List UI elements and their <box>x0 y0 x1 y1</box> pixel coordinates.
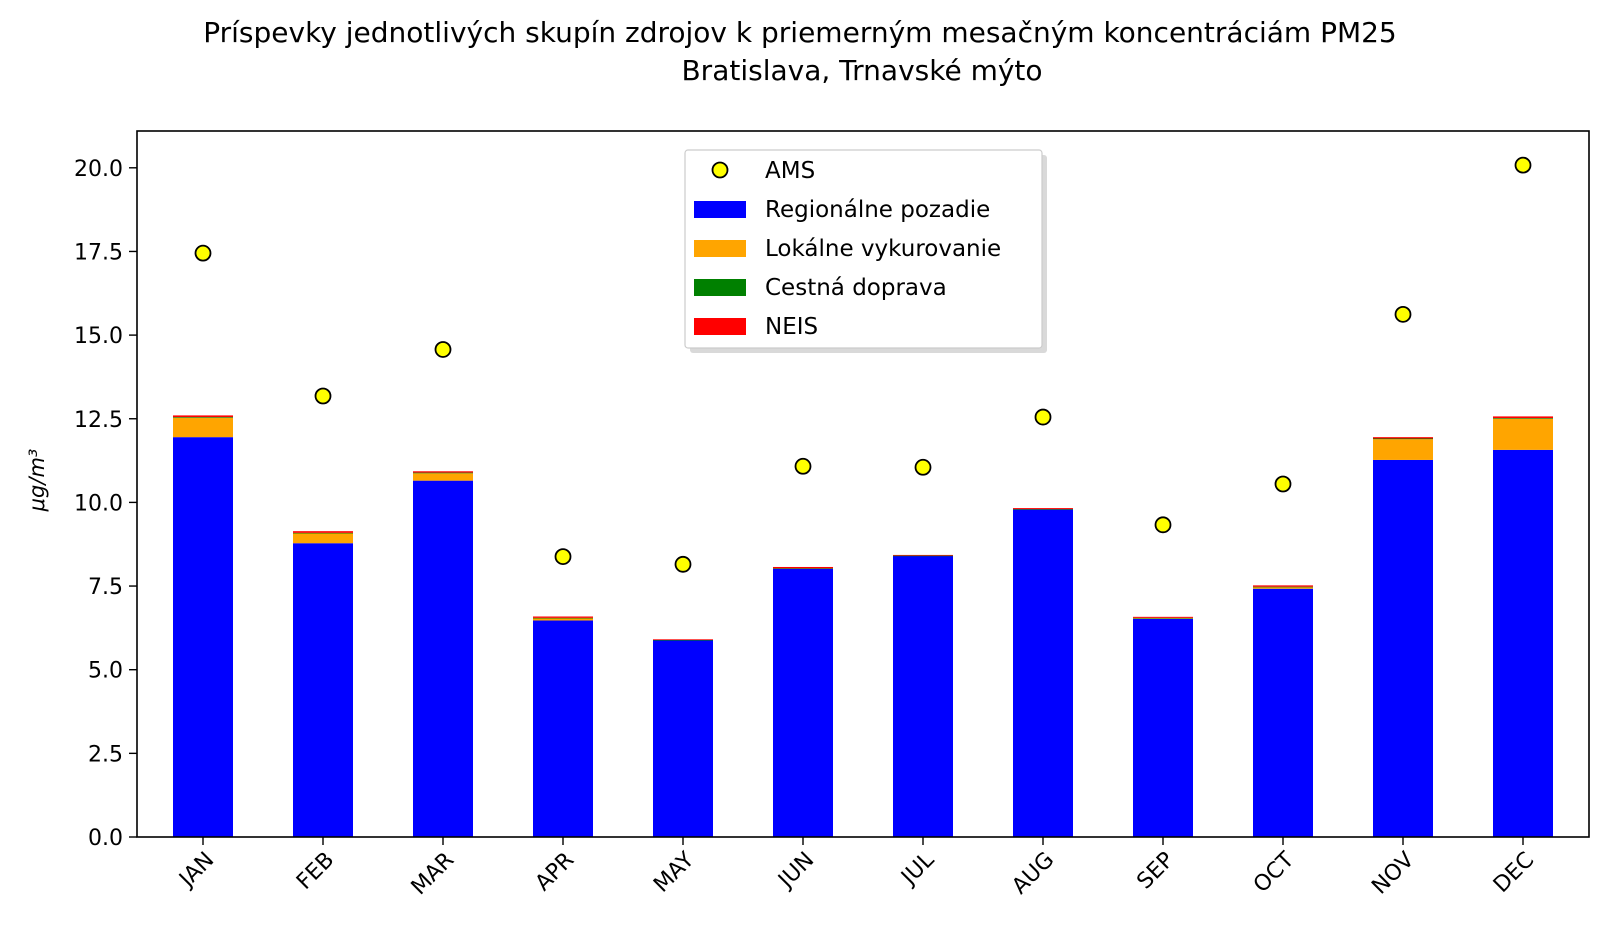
bar-may-series-2 <box>653 639 713 641</box>
bar-may-series-3 <box>653 639 713 640</box>
bar-dec-series-2 <box>1493 418 1553 419</box>
ams-point-feb <box>314 387 332 405</box>
x-axis-ticks: JAN FEB MAR APR MAY JUN JUL AUG SEP OCT NOV DEC <box>174 837 1539 901</box>
x-tick-label-may: MAY <box>649 847 699 897</box>
legend-label-ams: AMS <box>765 158 815 184</box>
bar-feb-series-0 <box>293 543 353 837</box>
legend-label-3: NEIS <box>765 314 818 340</box>
bar-jun-series-3 <box>773 566 833 569</box>
bar-jul-series-3 <box>893 554 953 556</box>
ams-points-group <box>194 156 1532 573</box>
bar-oct-series-1 <box>1253 587 1313 589</box>
ams-point-mar <box>434 341 452 358</box>
x-tick-label-jan: JAN <box>174 848 220 894</box>
x-tick-label-feb: FEB <box>292 848 339 895</box>
x-tick-label-apr: APR <box>531 848 580 897</box>
bar-oct-series-0 <box>1253 588 1313 837</box>
x-tick-label-sep: SEP <box>1132 848 1179 895</box>
ams-point-jun <box>794 457 812 475</box>
bar-mar-series-1 <box>413 473 473 481</box>
bar-apr-series-2 <box>533 617 593 619</box>
ams-point-jul <box>914 458 932 476</box>
legend-label-1: Lokálne vykurovanie <box>765 236 1001 262</box>
bar-dec-series-0 <box>1493 449 1553 837</box>
x-tick-label-nov: NOV <box>1367 848 1419 900</box>
y-axis-label: μg/m³ <box>25 449 49 513</box>
y-tick-label: 5.0 <box>88 659 123 684</box>
bar-feb-series-3 <box>293 531 353 533</box>
bar-dec-series-1 <box>1493 418 1553 450</box>
bars-group <box>173 415 1553 837</box>
bar-nov-series-2 <box>1373 438 1433 440</box>
bar-jan-series-0 <box>173 437 233 837</box>
bar-jun-series-0 <box>773 568 833 837</box>
y-tick-label: 10.0 <box>74 491 123 516</box>
bar-nov-series-1 <box>1373 439 1433 460</box>
y-tick-label: 20.0 <box>74 157 123 182</box>
x-tick-label-aug: AUG <box>1007 848 1059 900</box>
bar-feb-series-2 <box>293 532 353 534</box>
chart-title: Príspevky jednotlivých skupín zdrojov k … <box>203 16 1397 49</box>
plot-area-frame <box>136 130 1590 838</box>
bar-nov-series-3 <box>1373 437 1433 439</box>
legend: AMS Regionálne pozadie Lokálne vykurovanie… <box>684 149 1047 353</box>
x-tick-label-dec: DEC <box>1489 848 1539 898</box>
bar-aug-series-2 <box>1013 509 1073 510</box>
bar-mar-series-3 <box>413 471 473 473</box>
bar-nov-series-0 <box>1373 459 1433 837</box>
bar-jul-series-2 <box>893 555 953 557</box>
legend-label-0: Regionálne pozadie <box>765 197 990 223</box>
bar-dec-series-3 <box>1493 416 1553 419</box>
y-tick-label: 0.0 <box>88 826 123 851</box>
ams-point-aug <box>1034 408 1052 426</box>
y-tick-label: 17.5 <box>74 240 123 265</box>
ams-point-nov <box>1394 305 1412 323</box>
legend-label-2: Cestná doprava <box>765 275 947 301</box>
bar-apr-series-0 <box>533 620 593 837</box>
bar-oct-series-3 <box>1253 585 1313 587</box>
bar-oct-series-2 <box>1253 586 1313 588</box>
x-tick-label-jun: JUN <box>773 848 820 895</box>
bar-sep-series-2 <box>1133 617 1193 619</box>
ams-point-dec <box>1514 156 1532 174</box>
x-tick-label-mar: MAR <box>407 848 460 901</box>
x-tick-label-jul: JUL <box>896 847 940 891</box>
bar-jun-series-2 <box>773 568 833 569</box>
bar-aug-series-3 <box>1013 508 1073 510</box>
ams-point-oct <box>1274 475 1292 493</box>
x-tick-label-oct: OCT <box>1249 847 1300 898</box>
legend-swatch-0 <box>694 201 746 218</box>
bar-jan-series-2 <box>173 417 233 418</box>
bar-feb-series-1 <box>293 533 353 544</box>
ams-point-sep <box>1154 516 1172 534</box>
bar-apr-series-3 <box>533 616 593 618</box>
bar-jul-series-0 <box>893 555 953 837</box>
legend-marker-ams <box>711 161 729 179</box>
legend-swatch-3 <box>694 318 746 335</box>
y-axis-ticks: 0.0 2.5 5.0 7.5 10.0 12.5 15.0 17.5 20.0 <box>74 157 137 851</box>
y-tick-label: 7.5 <box>88 575 123 600</box>
y-tick-label: 15.0 <box>74 324 123 349</box>
bar-mar-series-2 <box>413 472 473 474</box>
bar-aug-series-0 <box>1013 509 1073 837</box>
ams-point-apr <box>554 548 572 566</box>
chart-subtitle: Bratislava, Trnavské mýto <box>681 54 1042 87</box>
bar-mar-series-0 <box>413 480 473 837</box>
legend-swatch-2 <box>694 279 746 296</box>
y-tick-label: 12.5 <box>74 408 123 433</box>
bar-jan-series-3 <box>173 415 233 418</box>
ams-point-may <box>674 555 692 573</box>
bar-jan-series-1 <box>173 417 233 438</box>
ams-point-jan <box>194 244 212 262</box>
bar-sep-series-1 <box>1133 618 1193 619</box>
bar-sep-series-0 <box>1133 618 1193 837</box>
bar-may-series-0 <box>653 640 713 837</box>
bar-sep-series-3 <box>1133 616 1193 618</box>
legend-box <box>684 149 1043 349</box>
legend-swatch-1 <box>694 240 746 257</box>
y-tick-label: 2.5 <box>88 742 123 767</box>
bar-apr-series-1 <box>533 618 593 621</box>
